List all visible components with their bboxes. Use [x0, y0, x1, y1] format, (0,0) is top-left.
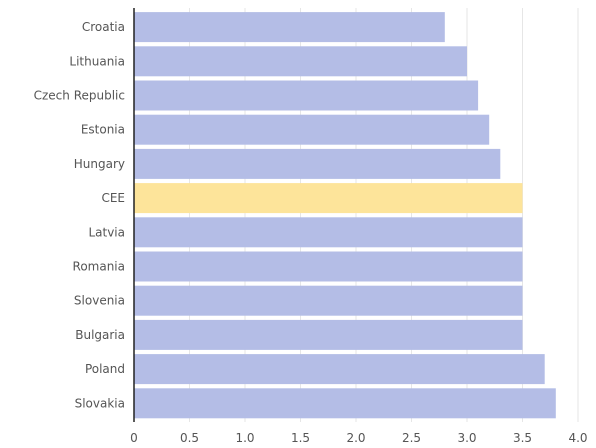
x-tick-label: 4.0: [568, 431, 587, 445]
bar-cee: [134, 183, 523, 214]
category-label: Poland: [85, 362, 125, 376]
category-label: Czech Republic: [34, 89, 125, 103]
bar-estonia: [134, 114, 490, 145]
bar-croatia: [134, 12, 445, 43]
bar-poland: [134, 354, 545, 385]
bars: [134, 12, 556, 419]
x-tick-labels: 0 0.5 1.0 1.5 2.0 2.5 3.0 3.5 4.0: [130, 431, 587, 445]
bar-hungary: [134, 148, 501, 179]
category-label: Estonia: [81, 123, 125, 137]
category-label: Lithuania: [69, 54, 125, 68]
category-label: Bulgaria: [75, 328, 125, 342]
category-label: Latvia: [88, 225, 125, 239]
bar-latvia: [134, 217, 523, 248]
category-label: Slovakia: [75, 396, 125, 410]
x-tick-label: 2.5: [402, 431, 421, 445]
x-tick-label: 1.5: [291, 431, 310, 445]
gridlines: [189, 8, 579, 422]
x-tick-label: 2.0: [346, 431, 365, 445]
x-tick-label: 0.5: [180, 431, 199, 445]
category-label: Romania: [73, 260, 125, 274]
category-label: Hungary: [74, 157, 125, 171]
bar-slovakia: [134, 388, 556, 419]
x-tick-label: 0: [130, 431, 138, 445]
bar-czech-republic: [134, 80, 479, 111]
bar-bulgaria: [134, 319, 523, 350]
bar-romania: [134, 251, 523, 282]
category-label: Croatia: [82, 20, 125, 34]
bar-lithuania: [134, 46, 467, 77]
bar-slovenia: [134, 285, 523, 316]
category-label: CEE: [101, 191, 125, 205]
x-tick-label: 3.5: [513, 431, 532, 445]
category-label: Slovenia: [74, 294, 125, 308]
x-tick-label: 3.0: [457, 431, 476, 445]
x-tick-label: 1.0: [235, 431, 254, 445]
category-labels: Croatia Lithuania Czech Republic Estonia Hun…: [34, 20, 125, 410]
